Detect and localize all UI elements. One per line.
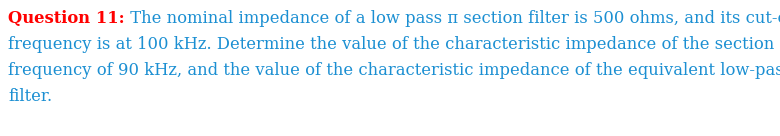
Text: frequency of 90 kHz, and the value of the characteristic impedance of the equiva: frequency of 90 kHz, and the value of th… xyxy=(8,62,780,79)
Text: The nominal impedance of a low pass π section filter is 500 ohms, and its cut-of: The nominal impedance of a low pass π se… xyxy=(125,10,780,27)
Text: filter.: filter. xyxy=(8,88,52,105)
Text: Question 11:: Question 11: xyxy=(8,10,125,27)
Text: frequency is at 100 kHz. Determine the value of the characteristic impedance of : frequency is at 100 kHz. Determine the v… xyxy=(8,36,780,53)
